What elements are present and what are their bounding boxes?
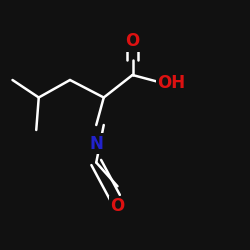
Text: O: O (126, 32, 140, 50)
Text: OH: OH (157, 74, 185, 92)
Text: N: N (89, 135, 103, 153)
Text: O: O (110, 197, 124, 215)
